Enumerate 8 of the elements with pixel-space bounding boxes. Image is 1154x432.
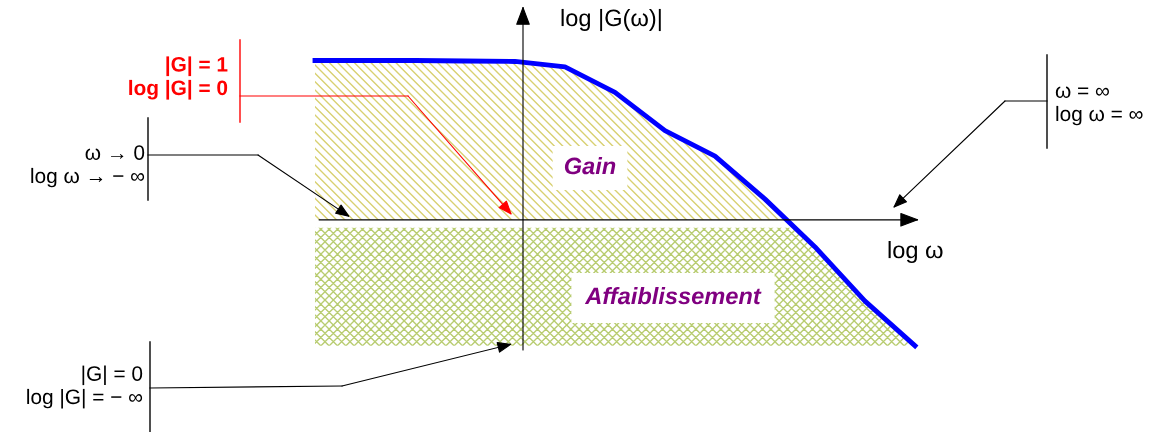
text: ω → 0 log ω → − ∞ bbox=[31, 145, 145, 188]
text: |G| = 0 log |G| = − ∞ bbox=[27, 365, 143, 409]
text: |G| = 1 log |G| = 0 bbox=[129, 56, 228, 100]
band-label: Affaiblissement bbox=[584, 287, 762, 305]
band-label: Gain bbox=[564, 157, 616, 175]
text: ω = ∞ log ω = ∞ bbox=[1055, 86, 1143, 126]
x-axis-title: log ω bbox=[888, 240, 943, 263]
y-axis-title: log |G(ω)| bbox=[561, 8, 661, 32]
